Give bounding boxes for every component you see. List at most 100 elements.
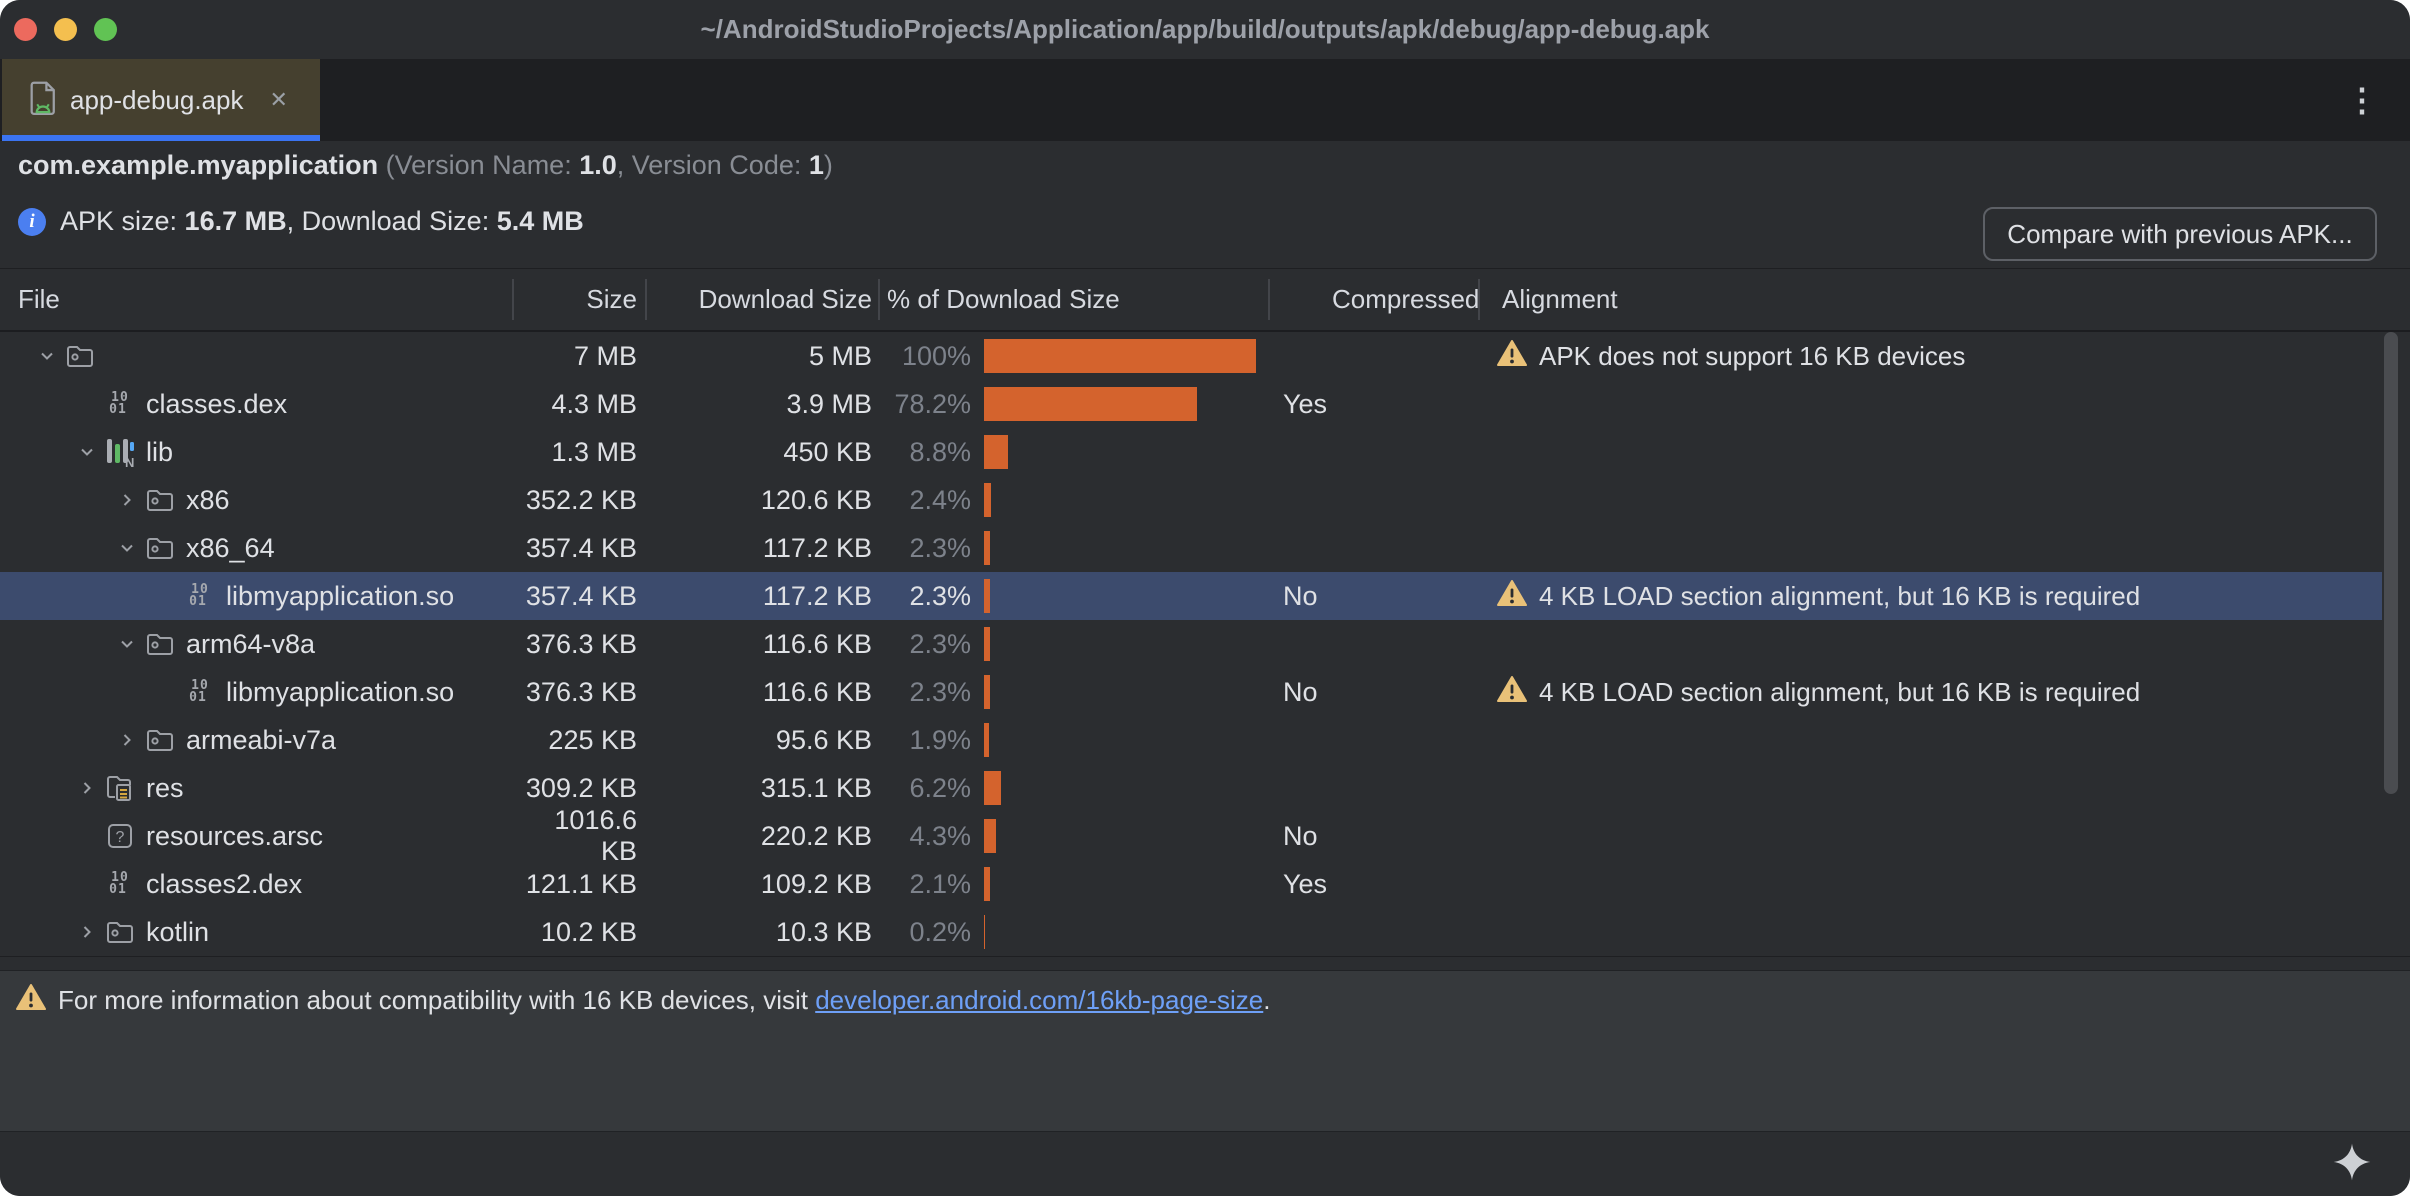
percent-bar-cell [975, 915, 1275, 949]
file-name: classes.dex [146, 388, 288, 419]
tab-app-debug-apk[interactable]: app-debug.apk ✕ [2, 59, 320, 141]
column-header-download-size[interactable]: Download Size [698, 284, 872, 314]
percent-cell: 2.1% [909, 868, 971, 899]
column-header-percent-of-download-size[interactable]: % of Download Size [887, 284, 1120, 314]
percent-cell: 2.3% [909, 676, 971, 707]
percent-bar-cell [975, 723, 1275, 757]
version-name-value: 1.0 [579, 150, 617, 180]
expand-chevron-icon[interactable] [110, 729, 144, 751]
expand-chevron-icon[interactable] [30, 345, 64, 367]
16kb-warning-message: For more information about compatibility… [16, 983, 2410, 1018]
size-cell: 225 KB [548, 724, 637, 755]
expand-chevron-icon[interactable] [70, 441, 104, 463]
column-header-size[interactable]: Size [586, 284, 637, 314]
percent-bar-cell [975, 819, 1275, 853]
percent-bar [984, 531, 990, 565]
size-cell: 1.3 MB [551, 436, 637, 467]
column-header-alignment[interactable]: Alignment [1502, 284, 1618, 314]
percent-bar-cell [975, 867, 1275, 901]
expand-chevron-icon[interactable] [110, 489, 144, 511]
size-cell: 376.3 KB [525, 628, 637, 659]
expand-chevron-icon[interactable] [110, 633, 144, 655]
alignment-warning-text: 4 KB LOAD section alignment, but 16 KB i… [1539, 580, 2141, 611]
zoom-window-button[interactable] [94, 18, 117, 41]
compare-with-previous-apk-button[interactable]: Compare with previous APK... [1983, 207, 2377, 261]
percent-cell: 2.3% [909, 628, 971, 659]
folder-icon [147, 634, 173, 655]
expand-chevron-icon[interactable] [110, 537, 144, 559]
file-name: lib [146, 436, 174, 467]
percent-bar-cell [975, 579, 1275, 613]
active-tab-underline [2, 135, 320, 141]
16kb-page-size-link[interactable]: developer.android.com/16kb-page-size [815, 985, 1264, 1015]
percent-bar-cell [975, 531, 1275, 565]
arsc-file-icon: ? [108, 824, 132, 848]
folder-icon [147, 730, 173, 751]
column-header-compressed[interactable]: Compressed [1332, 284, 1480, 314]
compressed-cell: No [1283, 580, 1318, 611]
size-cell: 352.2 KB [525, 484, 637, 515]
binary-file-icon: 10 01 [189, 678, 209, 705]
percent-bar [984, 627, 990, 661]
file-name: res [146, 772, 184, 803]
expand-chevron-icon[interactable] [70, 777, 104, 799]
native-libs-icon: N [107, 439, 134, 468]
percent-bar [984, 579, 990, 613]
download-size-cell: 109.2 KB [760, 868, 872, 899]
percent-bar [984, 771, 1001, 805]
percent-cell: 6.2% [909, 772, 971, 803]
close-window-button[interactable] [14, 18, 37, 41]
table-header: File Size Download Size % of Download Si… [0, 268, 2410, 332]
download-size-cell: 116.6 KB [762, 676, 872, 707]
column-divider [1268, 279, 1270, 320]
tab-label: app-debug.apk [70, 84, 244, 115]
info-icon: i [18, 207, 46, 236]
download-size-cell: 117.2 KB [762, 532, 872, 563]
warning-icon [16, 983, 46, 1018]
minimize-window-button[interactable] [54, 18, 77, 41]
file-name: libmyapplication.so [226, 676, 455, 707]
ai-assistant-sparkle-icon[interactable] [2330, 1140, 2374, 1184]
column-header-file[interactable]: File [18, 284, 60, 314]
tab-close-icon[interactable]: ✕ [269, 87, 288, 112]
binary-file-icon: 10 01 [109, 390, 129, 417]
more-options-icon[interactable]: ⋮ [2346, 82, 2378, 118]
file-name: x86_64 [186, 532, 275, 563]
percent-bar [984, 867, 990, 901]
expand-chevron-icon[interactable] [70, 921, 104, 943]
vertical-scrollbar-thumb[interactable] [2384, 332, 2398, 794]
column-divider [512, 279, 514, 320]
percent-cell: 8.8% [909, 436, 971, 467]
apk-file-icon [28, 81, 58, 120]
file-name: resources.arsc [146, 820, 324, 851]
percent-bar [984, 819, 996, 853]
